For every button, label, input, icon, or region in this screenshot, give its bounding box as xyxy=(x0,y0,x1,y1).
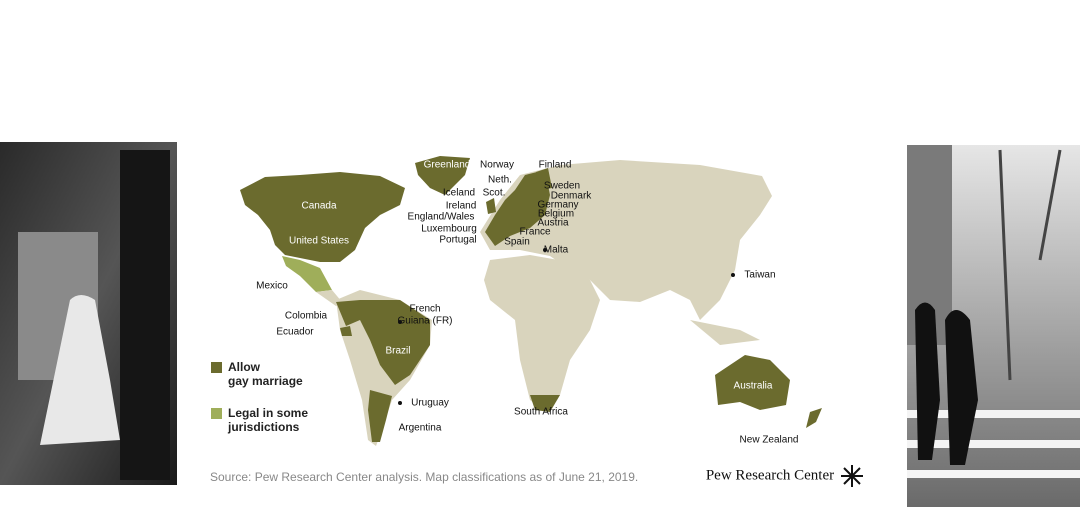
map-label: England/Wales xyxy=(408,212,475,223)
map-label: Uruguay xyxy=(411,398,449,409)
left-photo xyxy=(0,142,177,485)
map-label: French xyxy=(409,304,440,315)
map-label: France xyxy=(519,227,551,238)
map-label: Spain xyxy=(504,237,530,248)
map-label: Denmark xyxy=(551,191,593,202)
map-label: Argentina xyxy=(399,423,442,434)
map-label: Canada xyxy=(301,201,336,212)
map-label: Scot. xyxy=(483,188,506,199)
world-map xyxy=(240,156,822,446)
map-label: Greenland xyxy=(424,160,471,171)
map-label: Iceland xyxy=(443,188,475,199)
map-label: Ecuador xyxy=(276,327,314,338)
map-label: Norway xyxy=(480,160,514,171)
map-label: Brazil xyxy=(385,346,410,357)
map-label: Mexico xyxy=(256,281,288,292)
map-label: Colombia xyxy=(285,311,328,322)
map-label: Belgium xyxy=(538,209,574,220)
brand: Pew Research Center xyxy=(706,467,834,483)
map-label: Neth. xyxy=(488,175,512,186)
map-label: Portugal xyxy=(439,235,476,246)
brand-logo xyxy=(841,465,863,487)
map-label: Australia xyxy=(734,381,773,392)
legend-label: gay marriage xyxy=(228,374,303,388)
map-label: Ireland xyxy=(446,201,477,212)
map-label: Guiana (FR) xyxy=(397,316,452,327)
map-label: Finland xyxy=(539,160,572,171)
map-label: Austria xyxy=(537,218,569,229)
legend-label: Allow xyxy=(228,360,261,374)
map-label: Taiwan xyxy=(744,270,775,281)
legend-label: jurisdictions xyxy=(227,420,300,434)
legend-swatch xyxy=(211,408,222,419)
map-label: Luxembourg xyxy=(421,224,477,235)
map-label: Malta xyxy=(544,245,569,256)
map-label: New Zealand xyxy=(740,435,799,446)
map-label: South Africa xyxy=(514,407,568,418)
legend-swatch xyxy=(211,362,222,373)
legend-label: Legal in some xyxy=(228,406,308,420)
map-label: Germany xyxy=(537,200,578,211)
source: Source: Pew Research Center analysis. Ma… xyxy=(210,470,638,484)
map-label: United States xyxy=(289,236,349,247)
map-label: Sweden xyxy=(544,181,580,192)
right-photo xyxy=(907,145,1080,507)
